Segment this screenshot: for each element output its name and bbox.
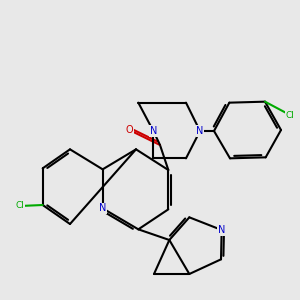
Text: N: N: [218, 225, 225, 235]
Text: O: O: [125, 125, 133, 135]
Text: N: N: [99, 203, 106, 213]
Text: N: N: [150, 126, 157, 136]
Text: Cl: Cl: [16, 202, 24, 211]
Text: N: N: [196, 126, 204, 136]
Text: Cl: Cl: [286, 110, 294, 119]
